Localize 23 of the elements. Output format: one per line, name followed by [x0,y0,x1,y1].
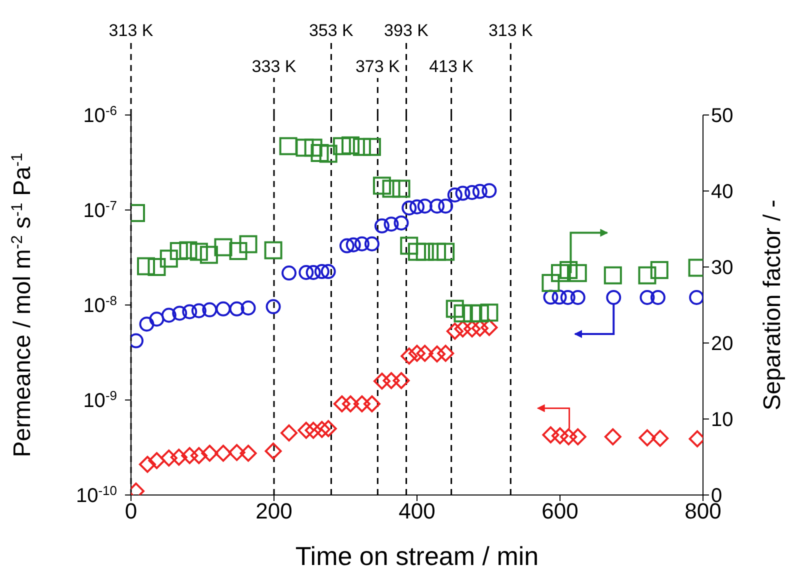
y-tick-label: 10$^{-7}$ [83,198,117,222]
ref-line-label: 313 K [488,21,534,40]
y-tick-label: 10$^{-6}$ [83,102,117,127]
y-tick-label: 10$^{-8}$ [83,292,117,317]
ref-line-label: 353 K [308,21,354,40]
y2-tick-label: 30 [711,257,734,280]
x-tick-label: 600 [542,498,578,524]
ref-line-label: 313 K [108,21,154,40]
ref-line-label: 373 K [355,57,401,76]
ref-line-label: 393 K [384,21,430,40]
x-tick-label: 400 [398,498,436,524]
y-tick-label: 10$^{-9}$ [83,388,117,412]
y2-tick-label: 50 [711,105,734,128]
y2-axis-title: Separation factor / - [759,200,786,410]
y2-tick-label: 10 [711,409,734,432]
y-tick-label: 10$^{-10}$ [76,482,117,507]
x-axis-title: Time on stream / min [295,541,539,569]
y2-tick-label: 20 [711,333,734,356]
y2-tick-label: 40 [711,181,734,204]
x-tick-label: 200 [256,498,292,524]
ref-line-label: 413 K [429,57,474,76]
ref-line-label: 333 K [252,57,297,76]
x-tick-label: 0 [124,498,138,524]
